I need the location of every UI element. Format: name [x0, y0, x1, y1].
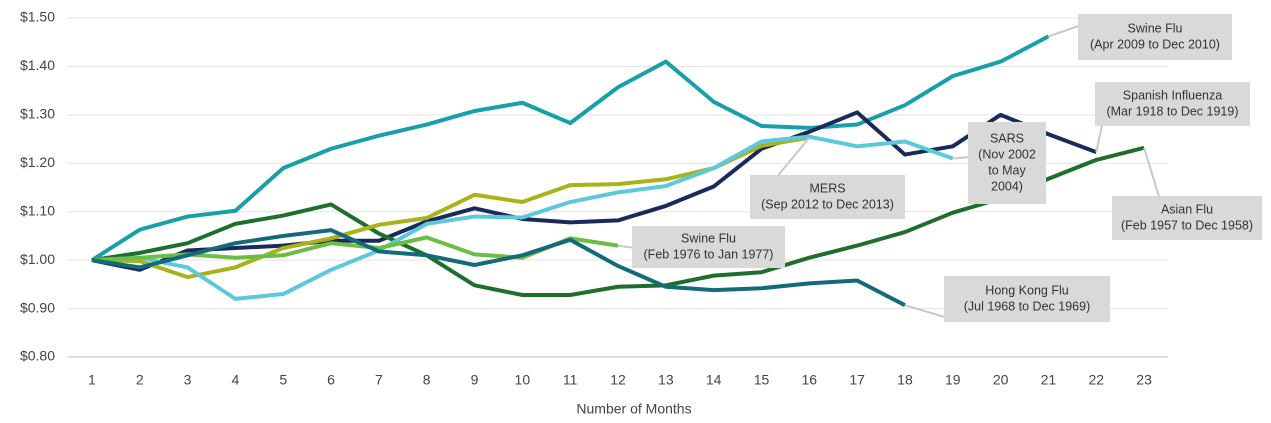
- annotation: Spanish Influenza (Mar 1918 to Dec 1919): [1095, 82, 1250, 153]
- annotation-text: (Sep 2012 to Dec 2013): [761, 197, 894, 211]
- x-tick-label: 9: [471, 372, 479, 388]
- x-tick-label: 17: [849, 372, 865, 388]
- y-tick-label: $1.00: [20, 251, 55, 267]
- annotation-box: [1078, 14, 1232, 60]
- annotation-title: Spanish Influenza: [1123, 88, 1222, 102]
- x-tick-label: 1: [88, 372, 96, 388]
- x-tick-label: 23: [1136, 372, 1152, 388]
- y-tick-label: $1.50: [20, 9, 55, 25]
- annotation: SARS (Nov 2002 to May 2004): [952, 122, 1046, 204]
- annotation-title: Swine Flu: [681, 231, 736, 245]
- annotation-text: (Feb 1957 to Dec 1958): [1121, 218, 1253, 232]
- annotation: Hong Kong Flu (Jul 1968 to Dec 1969): [904, 276, 1110, 322]
- y-tick-label: $1.30: [20, 106, 55, 122]
- annotation-box: [1112, 196, 1262, 240]
- annotation-connector: [952, 156, 971, 160]
- annotation: MERS (Sep 2012 to Dec 2013): [750, 136, 905, 219]
- x-tick-label: 4: [231, 372, 239, 388]
- series-line: [91, 110, 1097, 272]
- annotation-box: [944, 276, 1110, 322]
- x-tick-label: 6: [327, 372, 335, 388]
- x-tick-label: 20: [993, 372, 1009, 388]
- x-tick-label: 21: [1041, 372, 1057, 388]
- annotation-text: to May: [988, 163, 1026, 177]
- x-tick-label: 14: [706, 372, 722, 388]
- x-tick-label: 18: [897, 372, 913, 388]
- x-tick-label: 22: [1088, 372, 1104, 388]
- y-tick-label: $1.40: [20, 57, 55, 73]
- series-line: [91, 135, 810, 280]
- annotation-connector: [904, 304, 949, 319]
- x-tick-label: 19: [945, 372, 961, 388]
- annotation-text: (Mar 1918 to Dec 1919): [1106, 104, 1238, 118]
- x-axis-label: Number of Months: [576, 401, 691, 417]
- x-tick-label: 11: [563, 372, 578, 388]
- x-tick-label: 10: [515, 372, 531, 388]
- annotation-text: (Jul 1968 to Dec 1969): [964, 299, 1090, 313]
- annotation-box: [1095, 82, 1250, 126]
- annotation-box: [632, 226, 785, 268]
- annotation-title: Swine Flu: [1128, 21, 1183, 35]
- annotation-title: Asian Flu: [1161, 202, 1213, 216]
- series-line: [91, 228, 906, 307]
- annotation: Swine Flu (Feb 1976 to Jan 1977): [617, 226, 785, 268]
- x-tick-label: 15: [754, 372, 770, 388]
- y-tick-label: $0.90: [20, 299, 55, 315]
- x-tick-label: 7: [375, 372, 383, 388]
- annotation-text: (Feb 1976 to Jan 1977): [644, 247, 774, 261]
- series-line: [91, 134, 954, 301]
- annotation-title: Hong Kong Flu: [985, 283, 1068, 297]
- annotation-title: SARS: [990, 131, 1024, 145]
- annotation-connector: [775, 136, 811, 179]
- x-tick-label: 16: [802, 372, 818, 388]
- annotation: Asian Flu (Feb 1957 to Dec 1958): [1112, 147, 1262, 240]
- annotation-text: (Nov 2002: [978, 147, 1036, 161]
- x-tick-label: 5: [279, 372, 287, 388]
- annotation-title: MERS: [809, 181, 845, 195]
- x-tick-label: 12: [610, 372, 626, 388]
- y-tick-label: $0.80: [20, 348, 55, 364]
- annotation: Swine Flu (Apr 2009 to Dec 2010): [1048, 14, 1232, 60]
- series-line: [90, 34, 1050, 262]
- annotation-text: (Apr 2009 to Dec 2010): [1090, 37, 1220, 51]
- annotation-box: [750, 175, 905, 219]
- annotation-box: [968, 122, 1046, 204]
- annotation-text: 2004): [991, 179, 1023, 193]
- x-tick-label: 3: [184, 372, 192, 388]
- annotation-connector: [1143, 147, 1161, 201]
- x-tick-label: 2: [136, 372, 144, 388]
- y-tick-label: $1.10: [20, 202, 55, 218]
- x-tick-label: 13: [658, 372, 674, 388]
- y-tick-label: $1.20: [20, 154, 55, 170]
- series-line: [91, 145, 1145, 298]
- x-tick-label: 8: [423, 372, 431, 388]
